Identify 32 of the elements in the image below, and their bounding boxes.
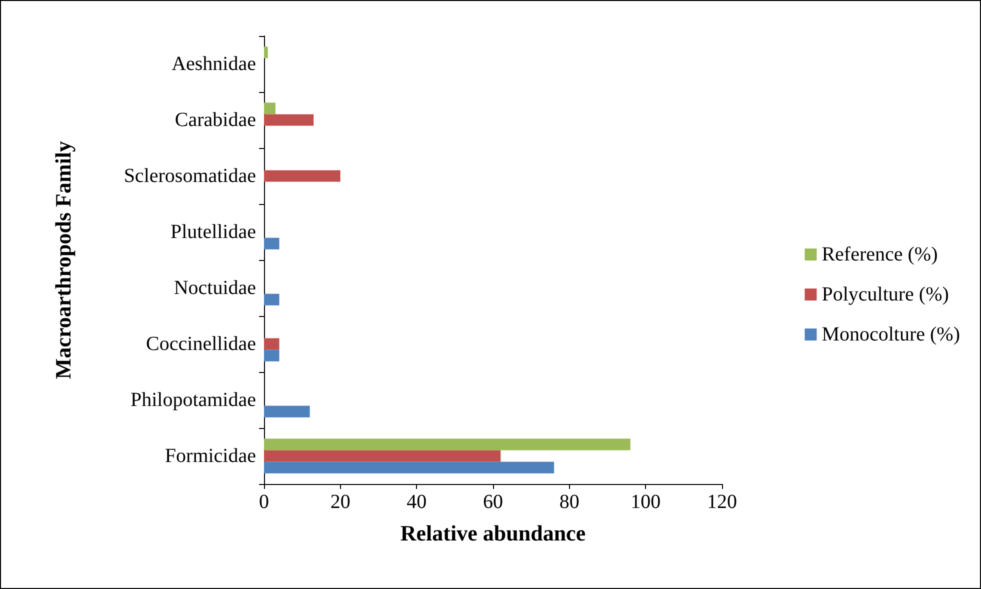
x-axis-title: Relative abundance <box>400 520 586 546</box>
x-tick-label: 0 <box>259 491 269 513</box>
y-tick-label: Philopotamidae <box>130 389 256 411</box>
bar <box>264 294 280 306</box>
bar <box>264 46 268 58</box>
bar <box>264 462 554 474</box>
y-tick-label: Plutellidae <box>170 221 256 243</box>
x-tick-label: 20 <box>330 491 350 513</box>
bar <box>264 338 280 350</box>
legend-label: Monocolture (%) <box>822 324 960 346</box>
bar <box>264 438 630 450</box>
x-tick-label: 40 <box>406 491 427 513</box>
y-tick-label: Noctuidae <box>174 277 256 299</box>
bar <box>264 170 340 182</box>
bar <box>264 406 310 418</box>
x-tick-label: 60 <box>483 491 503 513</box>
y-tick-label: Formicidae <box>164 445 256 467</box>
bar <box>264 114 314 126</box>
x-tick-label: 120 <box>707 491 737 513</box>
legend-label: Reference (%) <box>822 244 938 266</box>
y-tick-label: Aeshnidae <box>172 53 256 75</box>
legend-label: Polyculture (%) <box>822 284 949 306</box>
y-tick-label: Coccinellidae <box>146 333 256 355</box>
y-axis-title: Macroarthropods Family <box>50 140 76 380</box>
bar <box>264 350 280 362</box>
bar <box>264 238 280 250</box>
y-tick-label: Sclerosomatidae <box>124 165 256 187</box>
bar <box>264 102 276 114</box>
y-tick-label: Carabidae <box>174 109 256 131</box>
x-tick-label: 80 <box>559 491 580 513</box>
bar <box>264 450 501 462</box>
x-tick-label: 100 <box>630 491 661 513</box>
